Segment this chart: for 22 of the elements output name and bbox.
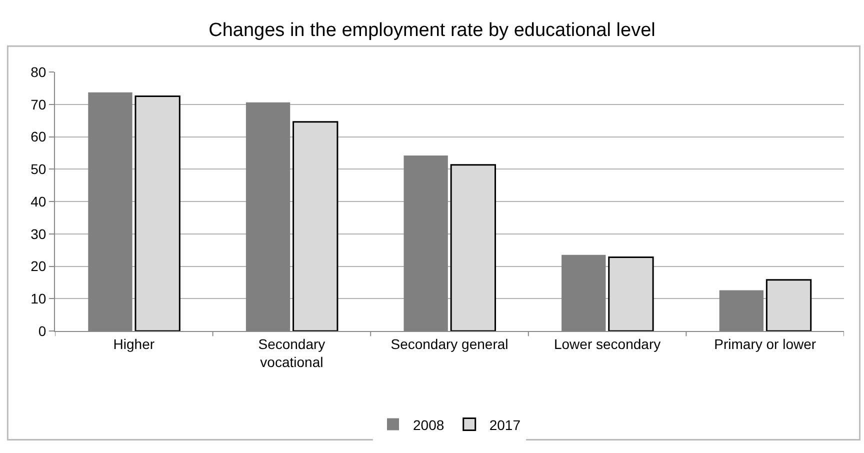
y-tick-label: 80	[30, 64, 46, 80]
y-tick-label: 50	[30, 161, 46, 178]
bar	[450, 164, 496, 331]
y-tick-label: 0	[38, 322, 46, 339]
y-tick-label: 40	[30, 193, 46, 210]
x-tick-label: Secondary general	[390, 336, 508, 352]
x-tick-label: Secondary vocational	[258, 336, 326, 370]
y-tick-label: 70	[30, 96, 46, 112]
bar	[608, 256, 654, 331]
x-tick-label: Lower secondary	[554, 336, 661, 352]
x-tick-label: Higher	[113, 336, 155, 352]
x-tick-label: Primary or lower	[714, 336, 816, 352]
bar	[766, 279, 812, 331]
y-tick-label: 10	[30, 290, 46, 307]
y-tick-label: 60	[30, 128, 46, 145]
y-tick-label: 20	[30, 258, 46, 274]
legend-label: 2008	[413, 416, 444, 433]
chart-title: Changes in the employment rate by educational level	[208, 20, 656, 41]
bar	[292, 121, 338, 331]
y-tick-label: 30	[30, 226, 46, 242]
bar	[134, 96, 180, 331]
legend-label: 2017	[489, 416, 521, 433]
